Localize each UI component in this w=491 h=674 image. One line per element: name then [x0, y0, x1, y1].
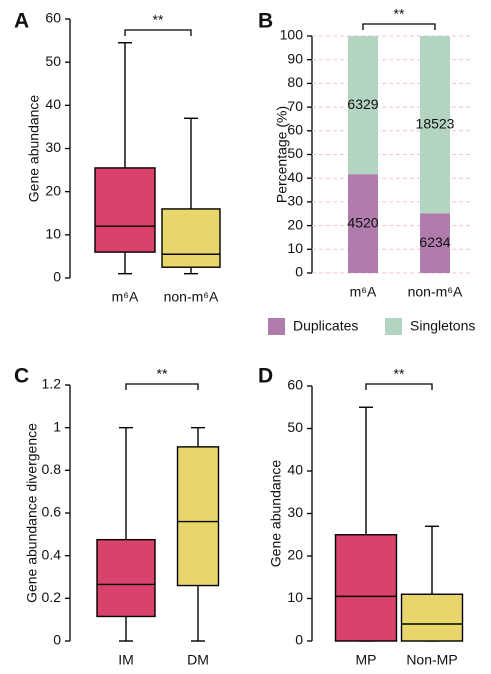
- y-tick-label: 90: [287, 50, 303, 66]
- y-tick-label: 0: [295, 264, 303, 280]
- bar-segment: [348, 36, 378, 175]
- y-tick-label: 40: [45, 96, 61, 112]
- y-axis-label: Gene abundance divergence: [24, 423, 40, 603]
- x-tick-label: m⁶A: [112, 289, 139, 305]
- legend-label: Duplicates: [293, 318, 358, 334]
- count-label: 18523: [416, 115, 455, 131]
- significance-label: **: [394, 6, 405, 22]
- legend-swatch: [268, 318, 285, 335]
- box: [161, 208, 221, 268]
- y-tick-label: 0: [295, 632, 303, 648]
- y-tick-label: 0.8: [42, 461, 62, 477]
- significance-bracket: [365, 383, 433, 390]
- y-tick-label: 50: [287, 419, 303, 435]
- y-tick-label: 0: [53, 632, 61, 648]
- panel-label: B: [258, 10, 273, 33]
- y-tick-label: 20: [287, 216, 303, 232]
- significance-bracket: [362, 23, 436, 30]
- y-tick-label: 50: [287, 145, 303, 161]
- x-tick-label: Non-MP: [406, 652, 457, 668]
- y-tick-label: 40: [287, 462, 303, 478]
- legend-label: Singletons: [410, 318, 475, 334]
- count-label: 6329: [347, 96, 378, 112]
- box: [96, 538, 156, 618]
- count-label: 6234: [419, 234, 450, 250]
- y-tick-label: 0.6: [42, 504, 62, 520]
- significance-label: **: [157, 366, 168, 382]
- y-tick-label: 1: [53, 418, 61, 434]
- y-tick-label: 100: [280, 27, 304, 43]
- x-tick-label: non-m⁶A: [164, 289, 219, 305]
- y-tick-label: 10: [45, 226, 61, 242]
- y-tick-label: 0.4: [42, 546, 62, 562]
- y-tick-label: 60: [287, 377, 303, 393]
- x-tick-label: IM: [118, 652, 134, 668]
- y-axis-label: Gene abundance: [268, 460, 284, 568]
- y-tick-label: 1.2: [42, 376, 62, 392]
- y-tick-label: 10: [287, 589, 303, 605]
- y-tick-label: 50: [45, 53, 61, 69]
- y-tick-label: 20: [287, 547, 303, 563]
- x-tick-label: MP: [356, 652, 377, 668]
- bar-segment: [348, 174, 378, 273]
- box: [400, 593, 464, 642]
- x-tick-label: non-m⁶A: [408, 284, 463, 300]
- y-tick-label: 30: [45, 139, 61, 155]
- panel-label: D: [258, 365, 273, 388]
- significance-label: **: [153, 12, 164, 28]
- y-tick-label: 0: [53, 269, 61, 285]
- box: [176, 446, 220, 587]
- y-tick-label: 10: [287, 240, 303, 256]
- y-tick-label: 20: [45, 182, 61, 198]
- significance-bracket: [124, 29, 192, 36]
- panel-label: C: [14, 365, 29, 388]
- y-axis-label: Percentage (%): [274, 106, 290, 203]
- y-tick-label: 60: [45, 10, 61, 26]
- x-tick-label: m⁶A: [350, 284, 377, 300]
- panel-label: A: [14, 10, 29, 33]
- x-tick-label: DM: [187, 652, 209, 668]
- y-tick-label: 0.2: [42, 589, 62, 605]
- box: [94, 167, 156, 253]
- y-axis-label: Gene abundance: [26, 95, 42, 203]
- box: [334, 534, 398, 642]
- significance-bracket: [125, 383, 199, 390]
- y-tick-label: 70: [287, 98, 303, 114]
- y-tick-label: 80: [287, 74, 303, 90]
- bar-segment: [420, 213, 450, 273]
- legend-swatch: [385, 318, 402, 335]
- y-tick-label: 30: [287, 193, 303, 209]
- y-tick-label: 30: [287, 504, 303, 520]
- count-label: 4520: [347, 214, 378, 230]
- significance-label: **: [394, 366, 405, 382]
- y-tick-label: 40: [287, 169, 303, 185]
- y-tick-label: 60: [287, 122, 303, 138]
- bar-segment: [420, 36, 450, 214]
